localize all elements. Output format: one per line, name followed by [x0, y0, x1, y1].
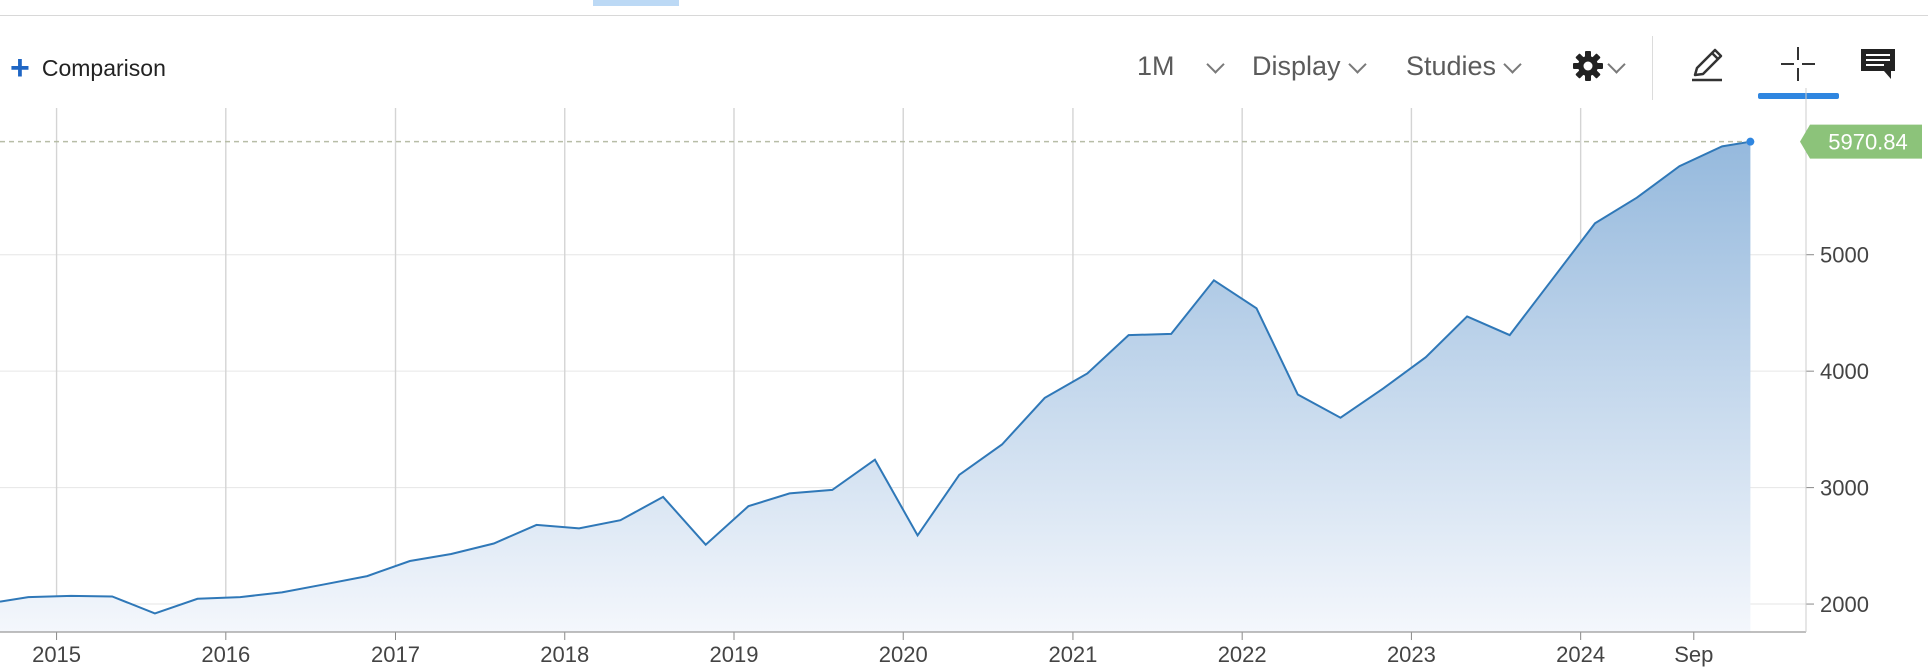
draw-tool-button[interactable] [1677, 36, 1737, 92]
last-value-label: 5970.84 [1828, 130, 1908, 155]
y-tick-label: 4000 [1820, 359, 1869, 384]
top-strip [0, 0, 1928, 16]
active-tool-indicator [1758, 93, 1839, 99]
comparison-button[interactable]: + Comparison [10, 50, 166, 86]
last-value-badge: 5970.84 [1800, 124, 1922, 159]
last-value-reference [0, 137, 1755, 146]
studies-dropdown[interactable]: Studies [1406, 46, 1522, 86]
crosshair-tool-button[interactable] [1768, 36, 1828, 92]
x-tick-label: 2024 [1556, 642, 1605, 667]
x-tick-label: Sep [1674, 642, 1713, 667]
x-tick-label: 2022 [1218, 642, 1267, 667]
x-tick-label: 2020 [879, 642, 928, 667]
toolbar-divider [1652, 36, 1653, 100]
comment-icon [1861, 49, 1895, 79]
comparison-label: Comparison [41, 54, 166, 81]
x-tick-label: 2017 [371, 642, 420, 667]
chart-toolbar: + Comparison 1M Display Studies [0, 16, 1928, 106]
y-tick-label: 3000 [1820, 476, 1869, 501]
display-dropdown[interactable]: Display [1252, 46, 1367, 86]
x-tick-label: 2019 [710, 642, 759, 667]
display-label: Display [1252, 50, 1341, 81]
area-fill [0, 141, 1751, 632]
plus-icon: + [10, 49, 30, 87]
y-tick-label: 2000 [1820, 592, 1869, 617]
interval-dropdown[interactable]: 1M [1137, 46, 1225, 86]
x-tick-label: 2018 [540, 642, 589, 667]
gear-icon [1573, 51, 1603, 81]
studies-label: Studies [1406, 50, 1497, 81]
last-value-badge-bg [1800, 124, 1922, 159]
settings-dropdown[interactable] [1572, 46, 1626, 86]
x-tick-label: 2021 [1048, 642, 1097, 667]
pencil-icon [1692, 48, 1723, 82]
interval-label: 1M [1137, 50, 1175, 81]
selected-tab-marker [593, 0, 679, 6]
x-tick-label: 2015 [32, 642, 81, 667]
y-tick-label: 5000 [1820, 243, 1869, 268]
last-point-marker [1746, 137, 1755, 146]
x-tick-label: 2016 [201, 642, 250, 667]
price-line [0, 140, 1751, 615]
x-tick-label: 2023 [1387, 642, 1436, 667]
crosshair-icon [1781, 47, 1815, 81]
axes: 2000 3000 4000 5000 2015 2016 2017 2018 2019 2020… [0, 88, 1869, 667]
comments-button[interactable] [1848, 36, 1908, 92]
